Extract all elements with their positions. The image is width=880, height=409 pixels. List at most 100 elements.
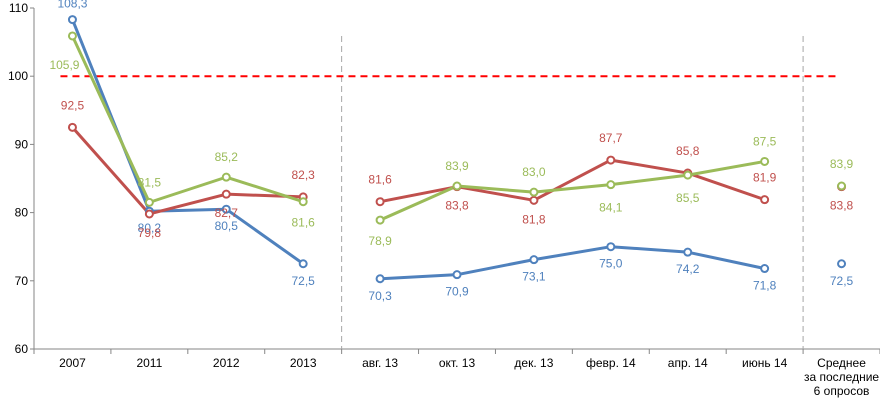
data-label-red: 87,7 <box>599 131 623 145</box>
x-tick-label: окт. 13 <box>439 356 476 370</box>
data-label-blue: 73,1 <box>522 270 546 284</box>
series-line-green <box>379 159 765 222</box>
data-label-green: 87,5 <box>753 134 777 148</box>
x-tick-label: апр. 14 <box>668 356 708 370</box>
x-tick-label: 2012 <box>213 356 240 370</box>
point-green <box>837 181 847 191</box>
data-label-blue: 70,3 <box>368 289 392 303</box>
point-green <box>67 31 77 41</box>
point-green <box>375 215 385 225</box>
point-red <box>760 195 770 205</box>
x-tick-label: Среднее за последние 6 опросов <box>804 356 879 398</box>
y-tick-label: 70 <box>15 274 29 288</box>
point-green <box>606 180 616 190</box>
point-red <box>375 197 385 207</box>
x-tick-label-line: июнь 14 <box>742 356 788 370</box>
data-label-green: 84,1 <box>599 201 623 215</box>
point-blue <box>221 204 231 214</box>
x-tick-label-line: 2013 <box>290 356 317 370</box>
series-group <box>67 15 847 284</box>
x-tick-label: июнь 14 <box>742 356 788 370</box>
data-label-green: 78,9 <box>368 234 392 248</box>
x-tick-label: 2007 <box>59 356 86 370</box>
y-tick-label: 80 <box>15 206 29 220</box>
data-label-red: 79,8 <box>138 226 162 240</box>
axes: 60 70 80 90 100 110 2007 2011 2012 2013 авг. 13 окт… <box>8 1 880 398</box>
point-blue <box>606 242 616 252</box>
data-label-green: 85,5 <box>676 191 700 205</box>
point-red <box>529 195 539 205</box>
y-tick-label: 100 <box>8 69 28 83</box>
data-label-red: 92,5 <box>61 98 85 112</box>
series-line-green <box>71 35 304 204</box>
data-label-blue: 70,9 <box>445 285 469 299</box>
data-label-blue: 72,5 <box>292 274 316 288</box>
x-tick-label-line: окт. 13 <box>439 356 476 370</box>
series-line-blue <box>380 245 765 281</box>
data-label-blue: 80,2 <box>138 221 162 235</box>
data-labels-group: 108,3 80,2 80,5 72,5 70,3 70,9 73,1 75,0 74,2 71,… <box>49 0 853 303</box>
x-tick-label-line: дек. 13 <box>514 356 553 370</box>
data-label-red: 82,3 <box>292 168 316 182</box>
point-blue <box>375 274 385 284</box>
y-tick-label: 110 <box>9 1 28 15</box>
y-tick-label: 60 <box>15 342 29 356</box>
data-label-red: 83,8 <box>445 199 469 213</box>
point-blue <box>529 255 539 265</box>
data-label-green: 85,2 <box>215 150 239 164</box>
data-label-green: 81,6 <box>292 216 316 230</box>
x-tick-label: авг. 13 <box>362 356 398 370</box>
data-label-red: 82,7 <box>215 206 239 220</box>
point-green <box>221 172 231 182</box>
x-tick-label-line: 6 опросов <box>814 384 870 398</box>
data-label-blue: 80,5 <box>215 219 239 233</box>
data-label-red: 81,8 <box>522 212 546 226</box>
y-tick-label: 90 <box>15 137 29 151</box>
data-label-green: 81,5 <box>138 175 162 189</box>
data-label-blue: 75,0 <box>599 257 623 271</box>
data-label-green: 83,9 <box>445 159 469 173</box>
x-tick-label-line: 2007 <box>59 356 86 370</box>
x-tick-label: 2013 <box>290 356 317 370</box>
point-green <box>760 156 770 166</box>
point-red <box>606 155 616 165</box>
point-blue <box>67 15 77 25</box>
series-line-red <box>71 126 304 216</box>
data-label-red: 85,8 <box>676 144 700 158</box>
data-label-red: 81,9 <box>753 171 777 185</box>
x-tick-label: 2011 <box>136 356 162 370</box>
data-label-green: 105,9 <box>49 58 79 72</box>
point-red <box>67 122 77 132</box>
point-blue <box>452 270 462 280</box>
data-label-blue: 108,3 <box>57 0 87 11</box>
point-blue <box>683 247 693 257</box>
point-blue <box>298 259 308 269</box>
data-label-green: 83,9 <box>830 157 854 171</box>
series-line-red <box>379 158 766 204</box>
point-green <box>298 197 308 207</box>
x-tick-label: дек. 13 <box>514 356 553 370</box>
point-red <box>221 189 231 199</box>
x-tick-label-line: авг. 13 <box>362 356 398 370</box>
x-tick-label: февр. 14 <box>586 356 636 370</box>
x-tick-label-line: февр. 14 <box>586 356 636 370</box>
point-blue <box>837 259 847 269</box>
x-tick-label-line: 2011 <box>136 356 162 370</box>
point-blue <box>760 264 770 274</box>
point-green <box>452 181 462 191</box>
point-green <box>683 170 693 180</box>
data-label-blue: 71,8 <box>753 279 777 293</box>
data-label-blue: 72,5 <box>830 274 854 288</box>
data-label-red: 83,8 <box>830 199 854 213</box>
x-tick-label-line: Среднее <box>817 356 866 370</box>
x-tick-label-line: за последние <box>804 370 879 384</box>
data-label-red: 81,6 <box>368 173 392 187</box>
point-green <box>144 197 154 207</box>
data-label-blue: 74,2 <box>676 262 700 276</box>
data-label-green: 83,0 <box>522 165 546 179</box>
x-tick-label-line: апр. 14 <box>668 356 708 370</box>
point-red <box>144 209 154 219</box>
x-tick-label-line: 2012 <box>213 356 240 370</box>
series-line-blue <box>71 19 305 265</box>
